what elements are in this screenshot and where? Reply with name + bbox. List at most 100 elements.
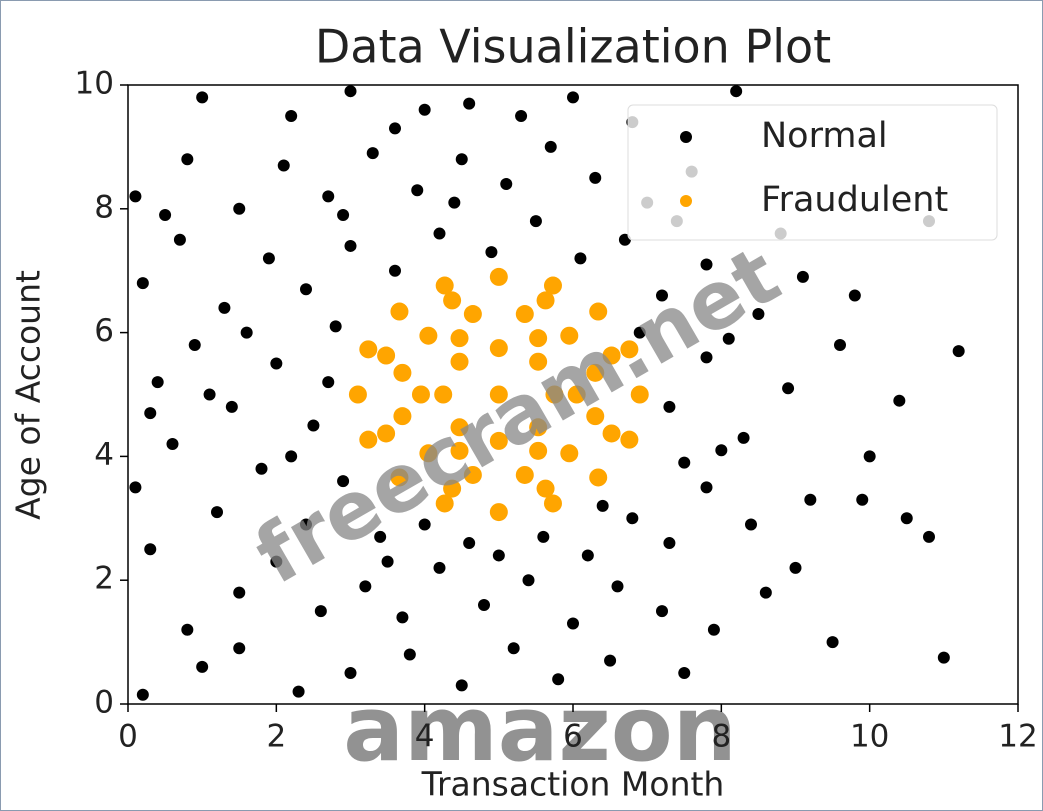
legend-label: Normal — [761, 116, 888, 156]
point — [448, 196, 461, 209]
point — [543, 494, 562, 513]
y-tick-label: 10 — [75, 66, 114, 102]
y-tick-label: 4 — [94, 437, 114, 473]
point — [433, 227, 446, 240]
point — [344, 85, 357, 98]
x-tick-label: 6 — [563, 719, 583, 755]
point — [389, 264, 401, 277]
point — [678, 667, 691, 680]
point — [529, 352, 548, 371]
point — [923, 530, 935, 543]
point — [377, 424, 396, 443]
point — [700, 258, 713, 271]
point — [136, 688, 149, 701]
point — [463, 465, 482, 484]
point — [463, 305, 482, 324]
point — [722, 332, 735, 345]
point — [492, 549, 505, 562]
point — [455, 153, 468, 166]
point — [489, 385, 508, 404]
point — [435, 494, 454, 513]
point — [581, 549, 594, 562]
point — [366, 147, 379, 160]
point — [537, 530, 550, 543]
point — [344, 667, 357, 680]
point — [270, 357, 283, 370]
point — [337, 208, 350, 221]
legend-label: Fraudulent — [761, 180, 948, 220]
y-tick-label: 6 — [94, 313, 114, 349]
point — [952, 345, 965, 358]
x-axis-label: Transaction Month — [421, 765, 725, 804]
watermark: amazon — [343, 677, 737, 782]
x-tick-label: 12 — [998, 719, 1037, 755]
point — [166, 438, 179, 451]
point — [678, 456, 691, 469]
point — [567, 617, 579, 630]
point — [834, 338, 846, 351]
point — [393, 363, 412, 382]
point — [589, 468, 608, 487]
point — [536, 291, 555, 310]
point — [529, 329, 548, 348]
point — [515, 305, 534, 324]
point — [522, 574, 535, 587]
point — [285, 450, 298, 463]
point — [377, 346, 396, 365]
point — [856, 493, 869, 506]
point — [478, 598, 490, 611]
point — [419, 326, 438, 345]
y-tick-label: 0 — [94, 685, 114, 721]
point — [602, 346, 621, 365]
point — [567, 385, 586, 404]
point — [374, 530, 387, 543]
point — [196, 660, 209, 673]
point — [450, 352, 469, 371]
point — [300, 518, 312, 531]
point — [620, 430, 639, 449]
point — [789, 561, 802, 574]
point — [507, 642, 520, 655]
point — [745, 518, 757, 531]
point — [344, 239, 357, 252]
point — [403, 648, 416, 661]
point — [485, 246, 498, 259]
x-tick-label: 10 — [850, 719, 889, 755]
point — [626, 512, 639, 525]
point — [390, 302, 409, 321]
point — [396, 611, 409, 624]
point — [314, 605, 327, 618]
point — [596, 499, 609, 512]
point — [463, 537, 476, 550]
point — [435, 276, 454, 295]
point — [181, 153, 194, 166]
point — [411, 184, 424, 197]
point — [181, 623, 194, 636]
point — [434, 385, 453, 404]
point — [151, 376, 164, 389]
point — [707, 623, 720, 636]
y-tick-label: 8 — [94, 189, 114, 225]
point — [455, 679, 468, 692]
point — [656, 289, 668, 302]
point — [233, 642, 246, 655]
point — [560, 444, 579, 463]
point — [589, 302, 608, 321]
legend-marker — [680, 195, 692, 207]
point — [277, 159, 290, 172]
point — [663, 537, 676, 550]
y-tick-label: 2 — [94, 561, 114, 597]
point — [489, 503, 508, 522]
point — [218, 301, 231, 314]
point — [500, 178, 513, 191]
point — [443, 291, 462, 310]
point — [329, 320, 342, 333]
point — [359, 340, 378, 359]
point — [663, 400, 676, 413]
point — [292, 685, 305, 698]
point — [543, 276, 562, 295]
point — [225, 400, 238, 413]
point — [450, 329, 469, 348]
point — [359, 580, 372, 593]
point — [529, 441, 548, 460]
